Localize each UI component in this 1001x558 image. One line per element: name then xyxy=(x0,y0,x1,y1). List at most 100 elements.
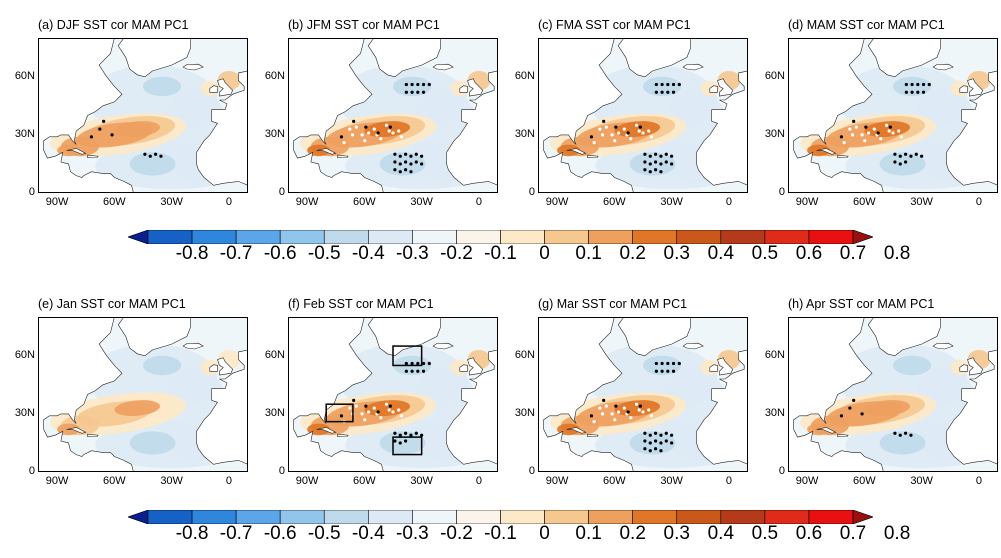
map-panel-e: (e) Jan SST cor MAM PC1 xyxy=(38,297,248,472)
colorbar-tick-label: -0.2 xyxy=(440,523,473,544)
colorbar-tick-label: -0.7 xyxy=(219,243,253,264)
lon-tick-label: 30W xyxy=(160,475,183,487)
colorbar-tick-label: -0.6 xyxy=(263,523,297,544)
lon-tick-label: 60W xyxy=(853,196,876,208)
colorbar-tick-label: -0.8 xyxy=(175,243,209,264)
colorbar-tick-label: 0.3 xyxy=(663,523,690,544)
colorbar-tick-label: -0.3 xyxy=(396,523,429,544)
colorbar-tick-label: -0.3 xyxy=(396,243,429,264)
panel-title: (f) Feb SST cor MAM PC1 xyxy=(288,297,434,311)
lon-tick-label: 90W xyxy=(295,475,319,487)
colorbar-tick-label: -0.5 xyxy=(307,243,341,264)
lon-tick-label: 90W xyxy=(45,475,69,487)
panel-title: (c) FMA SST cor MAM PC1 xyxy=(538,18,691,32)
map-panel-b: (b) JFM SST cor MAM PC1 xyxy=(288,18,498,193)
lon-tick-label: 30W xyxy=(660,475,683,487)
lat-tick-label: 30N xyxy=(764,127,785,140)
correlation-map xyxy=(538,38,748,193)
correlation-map xyxy=(38,38,248,193)
lat-tick-label: 0 xyxy=(778,186,785,198)
lat-tick-label: 30N xyxy=(264,127,285,140)
colorbar-tick-label: 0.6 xyxy=(795,523,823,544)
colorbar-tick-label: 0.7 xyxy=(839,523,867,544)
colorbar-tick-label: -0.1 xyxy=(484,243,517,264)
map-panel-g: (g) Mar SST cor MAM PC1 xyxy=(538,297,748,472)
colorbar-tick-label: -0.4 xyxy=(351,523,385,544)
lon-tick-label: 0 xyxy=(725,196,732,208)
lon-tick-label: 30W xyxy=(660,196,683,208)
lat-tick-label: 0 xyxy=(778,465,785,477)
colorbar-tick-label: 0.4 xyxy=(707,243,735,264)
colorbar-tick-label: -0.6 xyxy=(263,243,297,264)
colorbar-top xyxy=(128,230,873,244)
lon-tick-label: 60W xyxy=(603,196,626,208)
lon-tick-label: 90W xyxy=(795,475,819,487)
lat-tick-label: 0 xyxy=(528,186,535,198)
lat-tick-label: 30N xyxy=(14,406,35,419)
colorbar-tick-label: -0.8 xyxy=(175,523,209,544)
lat-tick-label: 0 xyxy=(278,465,285,477)
lat-tick-label: 60N xyxy=(764,348,785,361)
lat-tick-label: 60N xyxy=(764,69,785,82)
map-panel-c: (c) FMA SST cor MAM PC1 xyxy=(538,18,748,193)
lat-tick-label: 0 xyxy=(28,186,35,198)
colorbar-tick-label: 0.5 xyxy=(751,523,779,544)
lon-tick-label: 90W xyxy=(295,196,319,208)
panel-title: (h) Apr SST cor MAM PC1 xyxy=(788,297,935,311)
correlation-map xyxy=(288,38,498,193)
colorbar-tick-label: 0.6 xyxy=(795,243,823,264)
panel-title: (d) MAM SST cor MAM PC1 xyxy=(788,18,945,32)
map-panel-f: (f) Feb SST cor MAM PC1 xyxy=(288,297,498,472)
lat-tick-label: 30N xyxy=(514,127,535,140)
colorbar-tick-label: -0.2 xyxy=(440,243,473,264)
lat-tick-label: 30N xyxy=(264,406,285,419)
lat-tick-label: 60N xyxy=(14,348,35,361)
colorbar-tick-label: 0.1 xyxy=(575,243,602,264)
lon-tick-label: 60W xyxy=(603,475,626,487)
correlation-map xyxy=(38,317,248,472)
colorbar-tick-label: 0.2 xyxy=(619,243,646,264)
lon-tick-label: 90W xyxy=(545,475,569,487)
lon-tick-label: 90W xyxy=(795,196,819,208)
colorbar-tick-label: 0.8 xyxy=(883,243,911,264)
lat-tick-label: 60N xyxy=(514,348,535,361)
lon-tick-label: 30W xyxy=(410,196,433,208)
colorbar-tick-label: 0.5 xyxy=(751,243,779,264)
lon-tick-label: 60W xyxy=(103,196,126,208)
colorbar-tick-label: 0.4 xyxy=(707,523,735,544)
lon-tick-label: 0 xyxy=(975,475,982,487)
colorbar-tick-label: -0.1 xyxy=(484,523,517,544)
panel-title: (b) JFM SST cor MAM PC1 xyxy=(288,18,440,32)
lon-tick-label: 30W xyxy=(410,475,433,487)
lon-tick-label: 90W xyxy=(45,196,69,208)
lon-tick-label: 60W xyxy=(353,196,376,208)
lat-tick-label: 60N xyxy=(264,69,285,82)
lon-tick-label: 0 xyxy=(975,196,982,208)
map-panel-d: (d) MAM SST cor MAM PC1 xyxy=(788,18,998,193)
lon-tick-label: 0 xyxy=(225,196,232,208)
correlation-map xyxy=(288,317,498,472)
lon-tick-label: 30W xyxy=(910,475,933,487)
lon-tick-label: 30W xyxy=(910,196,933,208)
colorbar-tick-label: 0 xyxy=(539,243,550,264)
colorbar-tick-label: -0.7 xyxy=(219,523,253,544)
lat-tick-label: 60N xyxy=(514,69,535,82)
panel-title: (e) Jan SST cor MAM PC1 xyxy=(38,297,186,311)
correlation-map xyxy=(538,317,748,472)
lat-tick-label: 30N xyxy=(14,127,35,140)
colorbar-tick-label: 0.2 xyxy=(619,523,646,544)
colorbar-bottom xyxy=(128,510,873,524)
lat-tick-label: 60N xyxy=(14,69,35,82)
colorbar-tick-label: -0.5 xyxy=(307,523,341,544)
correlation-map xyxy=(788,38,998,193)
lon-tick-label: 0 xyxy=(225,475,232,487)
lon-tick-label: 90W xyxy=(545,196,569,208)
lon-tick-label: 30W xyxy=(160,196,183,208)
lon-tick-label: 60W xyxy=(353,475,376,487)
map-panel-a: (a) DJF SST cor MAM PC1 xyxy=(38,18,248,193)
lat-tick-label: 0 xyxy=(528,465,535,477)
colorbar-tick-label: 0.7 xyxy=(839,243,867,264)
lat-tick-label: 60N xyxy=(264,348,285,361)
lon-tick-label: 0 xyxy=(475,475,482,487)
lat-tick-label: 0 xyxy=(278,186,285,198)
